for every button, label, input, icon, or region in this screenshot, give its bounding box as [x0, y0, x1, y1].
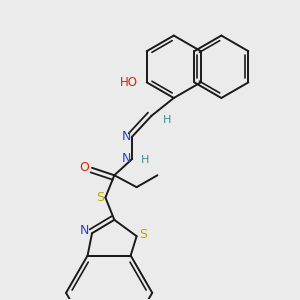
Text: S: S — [140, 228, 148, 241]
Text: N: N — [80, 224, 89, 237]
Text: H: H — [164, 115, 172, 125]
Text: H: H — [141, 155, 149, 165]
Text: O: O — [79, 161, 89, 174]
Text: HO: HO — [120, 76, 138, 89]
Text: N: N — [121, 152, 131, 165]
Text: N: N — [121, 130, 131, 143]
Text: S: S — [96, 191, 104, 204]
